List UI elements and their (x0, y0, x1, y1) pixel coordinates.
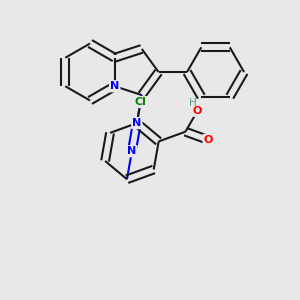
Text: Cl: Cl (135, 97, 146, 107)
Text: N: N (110, 81, 119, 91)
Text: N: N (132, 118, 142, 128)
Text: O: O (193, 106, 202, 116)
Text: O: O (203, 135, 213, 145)
Text: H: H (189, 98, 196, 108)
Text: N: N (127, 146, 136, 156)
